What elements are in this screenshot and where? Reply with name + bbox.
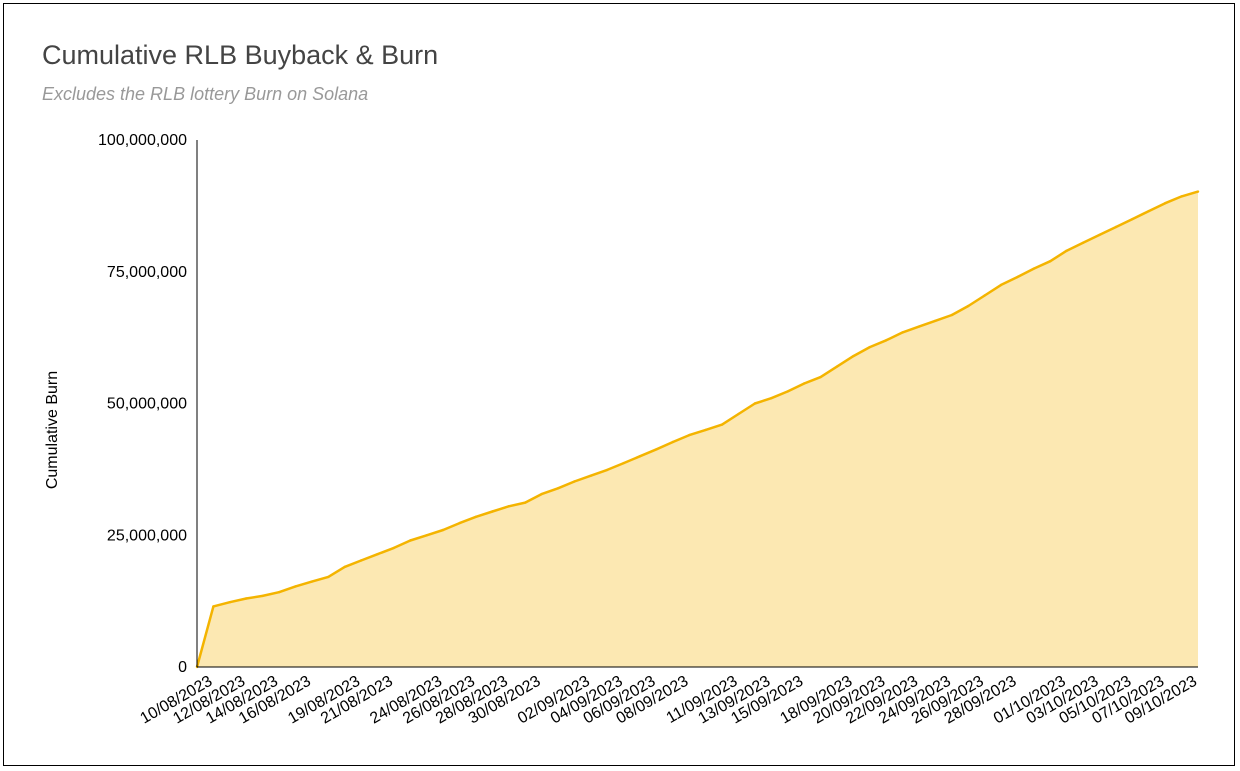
data-point <box>606 468 609 472</box>
data-point <box>441 528 445 532</box>
data-point <box>1098 233 1101 237</box>
data-point <box>786 390 789 393</box>
data-point <box>294 585 297 588</box>
data-point <box>261 594 264 598</box>
data-point <box>983 294 986 297</box>
data-point <box>1114 225 1118 229</box>
data-point <box>852 354 855 358</box>
data-point <box>491 510 494 513</box>
data-point <box>524 501 527 504</box>
data-point <box>245 597 248 600</box>
y-tick-label: 50,000,000 <box>107 396 187 413</box>
data-point <box>688 433 691 437</box>
data-point <box>950 313 954 317</box>
data-point <box>376 553 379 556</box>
data-point <box>1147 209 1151 213</box>
data-point <box>228 601 231 604</box>
data-point <box>1065 249 1068 252</box>
data-point <box>622 461 625 465</box>
data-point <box>359 559 363 562</box>
data-point <box>589 474 592 477</box>
data-point <box>803 382 806 385</box>
data-point <box>901 331 904 334</box>
data-point <box>327 575 330 579</box>
data-point <box>638 455 642 458</box>
data-point <box>277 591 281 594</box>
data-point <box>343 565 346 569</box>
data-point <box>1164 202 1167 205</box>
data-point <box>425 534 428 537</box>
y-tick-label: 100,000,000 <box>98 132 187 149</box>
data-point <box>1180 195 1183 198</box>
data-point <box>310 580 314 583</box>
data-point <box>1081 241 1085 244</box>
data-point <box>835 365 839 368</box>
data-point <box>1196 190 1200 193</box>
data-point <box>819 375 822 379</box>
data-point <box>671 440 675 444</box>
y-tick-label: 25,000,000 <box>107 527 187 544</box>
data-point <box>392 546 396 550</box>
y-tick-label: 0 <box>178 659 187 676</box>
y-tick-label: 75,000,000 <box>107 264 187 281</box>
chart-subtitle: Excludes the RLB lottery Burn on Solana <box>42 84 369 104</box>
data-point <box>458 521 461 525</box>
data-point <box>737 412 740 416</box>
data-point <box>573 480 576 483</box>
data-point <box>1131 217 1134 221</box>
data-point <box>770 397 773 400</box>
y-axis-title: Cumulative Burn <box>44 371 61 489</box>
chart-title: Cumulative RLB Buyback & Burn <box>42 40 439 70</box>
data-point <box>917 325 921 328</box>
data-point <box>1032 267 1036 270</box>
data-point <box>934 319 937 322</box>
data-point <box>409 539 412 542</box>
data-point <box>474 515 478 518</box>
data-point <box>212 605 215 608</box>
data-point <box>1016 275 1019 279</box>
data-point <box>720 423 724 426</box>
data-point <box>507 505 510 508</box>
data-point <box>753 402 757 405</box>
data-point <box>556 487 560 490</box>
data-point <box>967 304 970 308</box>
data-point <box>540 492 543 496</box>
data-point <box>885 339 888 342</box>
data-point <box>655 448 658 451</box>
data-point <box>704 428 707 432</box>
data-point <box>868 345 871 349</box>
data-point <box>1049 260 1052 263</box>
series-line <box>195 190 1199 668</box>
data-point <box>999 283 1003 287</box>
series-area <box>197 191 1198 667</box>
